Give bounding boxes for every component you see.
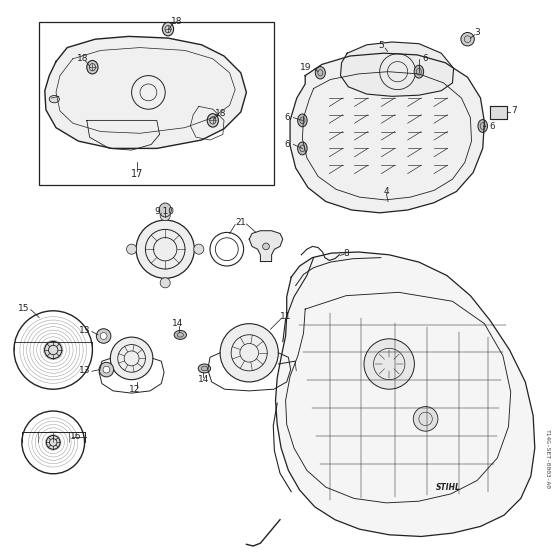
Polygon shape	[276, 252, 535, 536]
Circle shape	[96, 329, 111, 343]
Ellipse shape	[298, 142, 307, 155]
Text: 9,10: 9,10	[154, 207, 174, 216]
Text: 6: 6	[284, 113, 290, 122]
Ellipse shape	[263, 243, 269, 250]
Polygon shape	[490, 106, 507, 119]
Text: 17: 17	[131, 169, 143, 179]
Circle shape	[413, 407, 438, 431]
Text: 18: 18	[216, 109, 227, 118]
Text: 14: 14	[198, 375, 209, 384]
Text: 13: 13	[79, 326, 91, 335]
Text: 13: 13	[79, 366, 91, 375]
Text: 19: 19	[300, 63, 311, 72]
Circle shape	[100, 333, 107, 339]
Text: 8: 8	[343, 249, 349, 258]
Circle shape	[136, 220, 194, 278]
Text: 3: 3	[474, 28, 480, 37]
Polygon shape	[249, 231, 283, 262]
Ellipse shape	[414, 66, 424, 78]
Ellipse shape	[287, 369, 297, 379]
Text: 6: 6	[423, 54, 428, 63]
Circle shape	[110, 337, 153, 380]
Ellipse shape	[478, 120, 487, 133]
Ellipse shape	[49, 96, 59, 103]
Ellipse shape	[160, 211, 170, 221]
Text: 5: 5	[378, 41, 384, 50]
Text: 1: 1	[240, 218, 245, 227]
Ellipse shape	[207, 114, 218, 127]
Ellipse shape	[198, 364, 211, 373]
Ellipse shape	[162, 22, 174, 36]
Text: 16: 16	[70, 432, 81, 441]
Text: 15: 15	[18, 304, 30, 312]
Circle shape	[364, 339, 414, 389]
Text: 18: 18	[77, 54, 88, 63]
Text: 6: 6	[489, 122, 494, 130]
Ellipse shape	[298, 114, 307, 127]
Ellipse shape	[160, 278, 170, 288]
Text: 2: 2	[235, 218, 241, 227]
Ellipse shape	[174, 330, 186, 339]
Ellipse shape	[315, 67, 325, 79]
Circle shape	[46, 436, 60, 449]
Text: 12: 12	[129, 385, 140, 394]
Text: T14G-SET-0003-A0: T14G-SET-0003-A0	[545, 429, 550, 489]
Circle shape	[99, 362, 114, 377]
Ellipse shape	[127, 244, 137, 254]
Polygon shape	[340, 42, 454, 96]
Circle shape	[220, 324, 278, 382]
Ellipse shape	[194, 244, 204, 254]
Bar	[39, 22, 274, 185]
Polygon shape	[290, 53, 484, 213]
Circle shape	[45, 342, 62, 358]
Text: 4: 4	[384, 187, 389, 196]
Circle shape	[103, 366, 110, 373]
Text: 18: 18	[171, 17, 182, 26]
Ellipse shape	[87, 60, 98, 74]
Polygon shape	[45, 36, 246, 148]
Text: 14: 14	[172, 319, 184, 328]
Ellipse shape	[159, 203, 171, 217]
Circle shape	[461, 32, 474, 46]
Text: 11: 11	[280, 312, 291, 321]
Text: 7: 7	[511, 106, 516, 115]
Text: STIHL: STIHL	[436, 483, 460, 492]
Text: 6: 6	[284, 140, 290, 149]
